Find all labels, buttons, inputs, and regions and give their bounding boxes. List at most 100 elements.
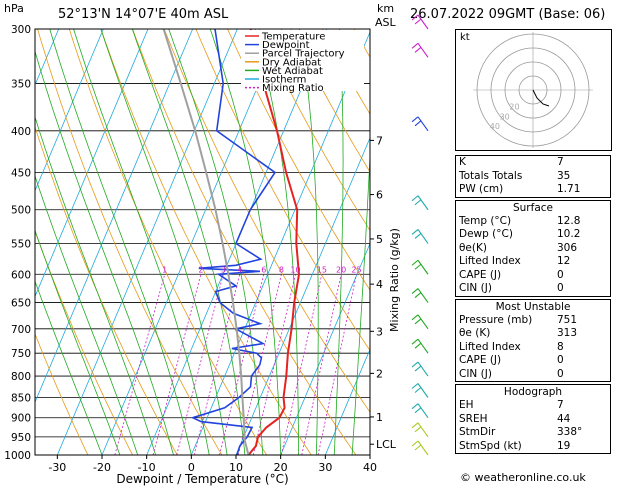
mu-li-label: Lifted Index xyxy=(459,340,521,353)
wind-barb xyxy=(411,314,429,330)
wind-barb-flag xyxy=(411,440,419,447)
legend-label: Dewpoint xyxy=(262,40,310,51)
hodograph-ring-label: 30 xyxy=(500,112,510,121)
wind-barb-flag xyxy=(411,403,419,410)
pressure-tick-label: 300 xyxy=(11,24,31,36)
stmdir-value: 338° xyxy=(557,426,583,438)
sreh-label: SREH xyxy=(459,412,488,425)
km-tick-label: 3 xyxy=(376,325,383,338)
wind-barb-flag xyxy=(414,444,422,451)
wind-barb-staff xyxy=(417,338,429,354)
wind-barb xyxy=(411,422,429,438)
wet-adiabat-line xyxy=(49,29,192,455)
surface-box: Surface Temp (°C) 12.8 Dewp (°C) 10.2 θe(K… xyxy=(455,199,611,297)
surface-cape-value: 0 xyxy=(557,268,564,281)
wind-barb-flag xyxy=(411,229,419,235)
wind-barb-staff xyxy=(417,229,429,244)
wind-barb-flag xyxy=(411,116,419,123)
isotherm-line xyxy=(235,136,370,455)
sreh-value: 44 xyxy=(557,412,571,425)
most-unstable-title: Most Unstable xyxy=(495,300,571,313)
dry-adiabat-line xyxy=(290,29,370,173)
wind-barb-staff xyxy=(417,288,429,303)
eh-label: EH xyxy=(459,399,474,411)
isotherm-line xyxy=(35,29,104,192)
wind-barb xyxy=(411,42,429,58)
totals-label: Totals Totals xyxy=(459,169,523,182)
surface-theta-value: 306 xyxy=(557,241,578,254)
km-tick-label: 5 xyxy=(376,233,383,246)
mixing-ratio-label: 20 xyxy=(336,265,346,274)
mixing-ratio-axis-title: Mixing Ratio (g/kg) xyxy=(388,228,401,332)
totals-value: 35 xyxy=(557,169,571,182)
pressure-tick-label: 800 xyxy=(11,371,31,383)
mixing-ratio-line xyxy=(193,274,241,455)
surface-li-label: Lifted Index xyxy=(459,255,521,267)
dry-adiabat-line xyxy=(35,332,89,455)
wet-adiabat-line xyxy=(351,145,370,455)
mu-cape-label: CAPE (J) xyxy=(459,354,502,366)
wet-adiabat-line xyxy=(73,29,210,455)
x-tick-label: 30 xyxy=(318,461,332,474)
dry-adiabat-line xyxy=(195,29,370,352)
hodograph-params-box: Hodograph EH 7 SREH 44 StmDir 338° StmSpd (… xyxy=(455,384,611,454)
surface-cape-label: CAPE (J) xyxy=(459,268,502,281)
wind-barb xyxy=(411,259,429,275)
station-location: 52°13'N 14°07'E 40m ASL xyxy=(58,7,229,22)
surface-title: Surface xyxy=(512,201,553,214)
wet-adiabat-line xyxy=(100,29,228,455)
legend-box xyxy=(241,30,364,91)
wind-barb-flag xyxy=(414,233,422,239)
surface-cin-label: CIN (J) xyxy=(459,282,492,294)
dry-adiabat-line xyxy=(227,29,370,291)
isotherm-line xyxy=(56,29,238,455)
indices-box: K 7 Totals Totals 35 PW (cm) 1.71 xyxy=(455,155,611,198)
surface-theta-label: θe(K) xyxy=(459,241,487,254)
wind-barb-flag xyxy=(411,195,419,202)
wind-barb xyxy=(411,288,429,303)
mixing-ratio-line xyxy=(152,274,202,455)
wind-barb-flag xyxy=(411,14,419,21)
pressure-tick-label: 350 xyxy=(11,79,31,91)
dry-adiabat-line xyxy=(35,230,133,455)
mixing-ratio-label: 8 xyxy=(279,265,284,274)
mixing-ratio-line xyxy=(252,274,296,455)
wind-barb-staff xyxy=(417,195,429,211)
wet-adiabat-line xyxy=(35,280,103,455)
pw-label: PW (cm) xyxy=(459,183,504,195)
mu-cin-label: CIN (J) xyxy=(459,367,492,380)
series-temperature xyxy=(247,29,301,455)
copyright-text: © weatheronline.co.uk xyxy=(460,471,586,484)
pressure-tick-label: 700 xyxy=(11,324,31,336)
wind-barb-staff xyxy=(417,383,429,398)
legend-label: Isotherm xyxy=(262,75,306,86)
wind-barb-staff xyxy=(417,403,429,419)
wind-barb-flag xyxy=(411,383,419,389)
isotherm-line xyxy=(101,29,283,455)
wind-barb-flag xyxy=(414,263,422,270)
pw-value: 1.71 xyxy=(557,183,581,195)
surface-dewp-value: 10.2 xyxy=(557,228,581,240)
hodograph-ring-label: 20 xyxy=(509,103,519,112)
isotherm-line xyxy=(35,29,194,404)
k-label: K xyxy=(459,156,466,168)
pressure-tick-label: 400 xyxy=(11,126,31,138)
legend-label: Wet Adiabat xyxy=(262,66,323,77)
mixing-ratio-label: 25 xyxy=(351,265,361,274)
pressure-tick-label: 950 xyxy=(11,432,31,444)
wind-barb-flag xyxy=(411,42,419,49)
mixing-ratio-label: 6 xyxy=(261,265,266,274)
surface-temp-label: Temp (°C) xyxy=(459,214,512,227)
wind-barb-staff xyxy=(417,259,429,275)
wet-adiabat-line xyxy=(35,50,174,455)
wind-barb xyxy=(411,403,429,419)
wind-barb-flag xyxy=(414,318,422,325)
x-tick-label: 20 xyxy=(274,461,288,474)
stmspd-label: StmSpd (kt) xyxy=(459,439,522,452)
wind-barb xyxy=(411,14,429,30)
series-dewpoint xyxy=(190,29,277,455)
mixing-ratio-label: 3 xyxy=(221,265,226,274)
wet-adiabat-line xyxy=(333,29,344,455)
hodograph-ring-label: 40 xyxy=(490,122,500,131)
wind-barb-flag xyxy=(414,120,422,127)
